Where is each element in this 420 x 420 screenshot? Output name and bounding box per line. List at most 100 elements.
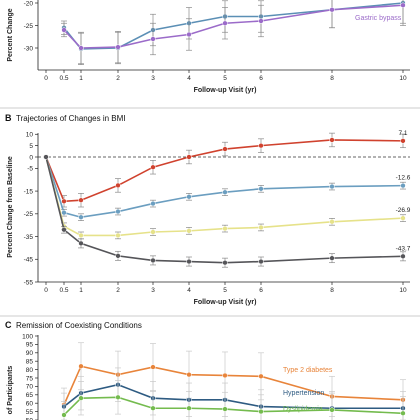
panel-a-series-line [63,2,404,50]
panel-a: -20 -25 -30 0 0.5 1 2 3 4 5 6 8 10 Follow-up Visit (y… [7,0,410,94]
panel-b-point [186,194,192,200]
panel-a-point [258,18,264,24]
panel-b-point [186,228,192,234]
panel-c-point [329,407,335,413]
panel-b-point [43,154,49,160]
panel-a-point [150,36,156,42]
panel-b-x-tick-label: 6 [259,287,263,294]
panel-b-point [400,182,406,189]
panel-b-point [186,258,192,265]
panel-b-x-tick-label: 8 [330,287,334,294]
panel-b-x-tick-label: 0 [44,287,48,294]
panel-b-title: Trajectories of Changes in BMI [16,114,126,123]
panel-b-point [115,208,121,215]
panel-b-x-tick-label: 4 [187,287,191,294]
panel-b-x-tick-label: 2 [116,287,120,294]
panel-b-point [186,154,192,160]
panel-c-point [78,395,84,401]
panel-b-point [222,189,228,195]
panel-a-series-0 [61,0,406,66]
panel-b-x-tick-label: 3 [151,287,155,294]
panel-b-y-tick-label: -55 [24,279,34,286]
panel-b-point [150,257,156,264]
panel-c-point [258,408,264,415]
panel-b-x-axis-label: Follow-up Visit (yr) [194,299,257,306]
panel-b-y-tick-label: -45 [24,257,34,264]
panel-b-point [115,182,121,189]
panel-b-point [150,200,156,207]
panel-b-series-line [45,156,404,219]
panel-b-x-tick-label: 10 [399,287,407,294]
panel-a-series-label: Gastric bypass [355,15,402,22]
panel-c-letter: C [5,320,12,330]
panel-b-point [61,210,67,216]
panel-b-point [400,253,406,259]
panel-c-y-tick-label: 65 [26,392,34,399]
panel-b-end-label: 7.1 [398,130,407,137]
panel-b-letter: B [5,113,12,123]
panel-a-y-tick-label: -25 [24,23,34,30]
panel-b-x-tick-label: 5 [223,287,227,294]
panel-b-series-line [45,156,404,237]
panel-b-y-tick-label: 10 [26,132,34,139]
panel-b-end-label: -43.7 [396,245,411,252]
panel-c-point [222,372,228,379]
panel-a-x-tick-label: 0 [44,75,48,82]
panel-c-y-tick-label: 90 [26,350,34,357]
panel-b-point [150,164,156,170]
panel-c-y-tick-label: 80 [26,367,34,374]
panel-b-point [115,253,121,259]
panel-b-point [329,219,335,225]
panel-b-y-tick-label: -15 [24,188,34,195]
panel-c-point [61,412,67,418]
panel-b-point [400,138,406,144]
panel-b-x-tick-label: 0.5 [59,287,68,294]
panel-a-x-tick-label: 10 [399,75,407,82]
panel-b-series-1: -12.6 [43,154,411,221]
panel-a-point [61,27,67,33]
panel-b-point [78,240,84,247]
panel-c-point [400,410,406,416]
panel-c-y-tick-label: 100 [22,333,33,340]
panel-b-point [329,137,335,143]
panel-b-point [258,258,264,265]
panel-b: 10 5 0 -5 -15 -25 -35 -45 -55 0 0.5 1 2 3 4 5 6 8 10 Follow… [7,130,411,306]
panel-a-y-tick-label: -30 [24,45,34,52]
panel-b-point [78,232,84,239]
panel-c-point [115,394,121,400]
panel-c-point [186,405,192,411]
panel-b-point [222,225,228,232]
panel-c-series-2: Dyslipidemia [61,380,406,420]
panel-a-x-tick-label: 8 [330,75,334,82]
panel-b-y-tick-label: 5 [29,143,33,150]
panel-b-point [61,227,67,233]
panel-c-series-label: Type 2 diabetes [283,367,333,374]
panel-c-point [222,406,228,412]
panel-b-series-line [45,139,404,203]
panel-c-series-label: Dyslipidemia [283,406,323,413]
panel-c-series-line [63,383,403,410]
panel-b-y-tick-label: -25 [24,211,34,218]
panel-c-series-line [63,396,404,416]
panel-a-x-axis-label: Follow-up Visit (yr) [194,87,257,94]
panel-c-title: Remission of Coexisting Conditions [16,321,142,330]
panel-c-y-tick-label: 55 [26,409,34,416]
panel-a-point [222,20,228,26]
panel-c-series-label: Hypertension [283,390,324,397]
panel-a-series-line [63,4,404,49]
panel-a-point [329,7,335,13]
panel-c-y-tick-label: 50 [26,417,34,420]
panel-a-point [78,45,84,51]
panel-b-point [61,198,67,204]
panel-b-y-tick-label: 0 [29,154,33,161]
panel-a-y-axis-label: Percent Change [7,8,14,61]
panel-a-point [186,31,192,38]
panel-c-y-tick-label: 70 [26,384,34,391]
panel-b-point [258,142,264,149]
panel-b-y-tick-label: -5 [27,166,33,173]
panel-a-x-tick-label: 0.5 [59,75,68,82]
panel-c-y-tick-label: 95 [26,342,34,349]
panel-a-point [400,2,406,8]
